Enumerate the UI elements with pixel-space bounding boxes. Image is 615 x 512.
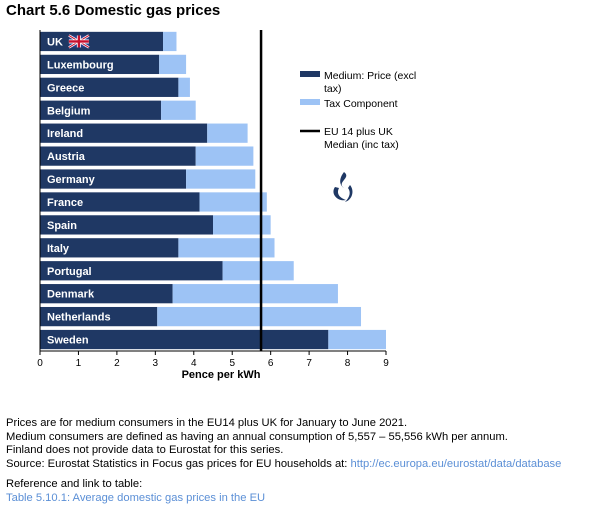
source-link[interactable]: http://ec.europa.eu/eurostat/data/databa…: [350, 457, 562, 470]
bar-price-ireland: [40, 123, 208, 143]
bar-tax-luxembourg: [159, 54, 187, 75]
reference-label: Reference and link to table:: [6, 478, 143, 490]
note-line-3: Finland does not provide data to Eurosta…: [6, 444, 284, 457]
uk-flag-cross-red: [68, 40, 89, 43]
bars-group: UK Luxembourg Greece Belgium Ireland Austria G…: [40, 30, 386, 351]
category-label: Denmark: [47, 289, 95, 301]
category-label: Luxembourg: [47, 59, 114, 71]
x-tick-label: 7: [306, 358, 312, 369]
bar-price-sweden: [40, 329, 329, 350]
category-label: Italy: [47, 243, 70, 255]
category-label: Netherlands: [47, 312, 111, 324]
category-label: UK: [47, 36, 63, 48]
bar-price-belgium: [40, 100, 162, 120]
note-line-1: Prices are for medium consumers in the E…: [6, 417, 408, 429]
reference-table-link[interactable]: Table 5.10.1: Average domestic gas price…: [6, 491, 266, 504]
legend: Medium: Price (excl tax) Tax Component EU…: [300, 70, 416, 151]
chart-notes: Prices are for medium consumers in the E…: [6, 417, 561, 471]
legend-label-price: Medium: Price (excl tax): [324, 70, 416, 95]
x-tick-label: 1: [76, 358, 82, 369]
source-prefix: Source: Eurostat Statistics in Focus gas…: [6, 457, 351, 470]
legend-swatch-tax: [300, 99, 320, 105]
flame-logo-icon: [333, 172, 353, 202]
legend-label-tax: Tax Component: [324, 98, 398, 110]
legend-swatch-price: [300, 71, 320, 77]
bar-price-luxembourg: [40, 54, 160, 75]
category-label: Belgium: [47, 105, 91, 117]
x-axis: 0 1 2 3 4 5 6 7 8 9: [37, 30, 389, 369]
bar-price-italy: [40, 238, 179, 258]
category-label: Ireland: [47, 128, 83, 140]
bar-price-denmark: [40, 284, 173, 304]
chart-title: Chart 5.6 Domestic gas prices: [6, 2, 221, 19]
x-tick-label: 0: [37, 358, 43, 369]
x-tick-label: 3: [153, 358, 159, 369]
source-line: Source: Eurostat Statistics in Focus gas…: [6, 458, 561, 472]
x-tick-label: 8: [345, 358, 351, 369]
bar-tax-italy: [178, 238, 275, 258]
bar-tax-denmark: [172, 284, 338, 304]
bar-tax-greece: [178, 77, 190, 97]
category-label: Portugal: [47, 266, 92, 278]
bar-price-portugal: [40, 261, 223, 281]
x-axis-label: Pence per kWh: [182, 369, 261, 381]
bar-tax-spain: [213, 215, 271, 235]
bar-tax-germany: [186, 169, 256, 189]
uk-flag-icon: [68, 34, 90, 49]
x-tick-label: 4: [191, 358, 197, 369]
reference: Reference and link to table: Table 5.10.…: [6, 478, 265, 505]
bar-tax-portugal: [222, 261, 294, 281]
category-label: Germany: [47, 174, 96, 186]
x-tick-label: 2: [114, 358, 120, 369]
note-line-2: Medium consumers are defined as having a…: [6, 430, 508, 443]
category-label: Sweden: [47, 335, 89, 347]
category-label: France: [47, 197, 83, 209]
x-tick-label: 6: [268, 358, 274, 369]
category-label: Greece: [47, 82, 84, 94]
bar-price-greece: [40, 77, 179, 97]
bar-tax-austria: [195, 146, 254, 166]
bar-price-netherlands: [40, 306, 158, 327]
bar-price-france: [40, 192, 200, 212]
bar-tax-netherlands: [157, 306, 362, 327]
bar-tax-belgium: [161, 100, 196, 120]
bar-price-spain: [40, 215, 213, 235]
bar-tax-sweden: [328, 329, 386, 350]
bar-price-germany: [40, 169, 187, 189]
bar-tax-ireland: [207, 123, 248, 143]
bar-price-austria: [40, 146, 196, 166]
x-tick-label: 5: [229, 358, 235, 369]
category-label: Austria: [47, 151, 86, 163]
bar-tax-france: [199, 192, 267, 212]
legend-label-median: EU 14 plus UK Median (inc tax): [324, 126, 399, 151]
category-label: Spain: [47, 220, 77, 232]
bar-tax-uk: [163, 31, 177, 52]
x-tick-label: 9: [383, 358, 389, 369]
chart: UK Luxembourg Greece Belgium Ireland Austria G…: [37, 30, 416, 381]
